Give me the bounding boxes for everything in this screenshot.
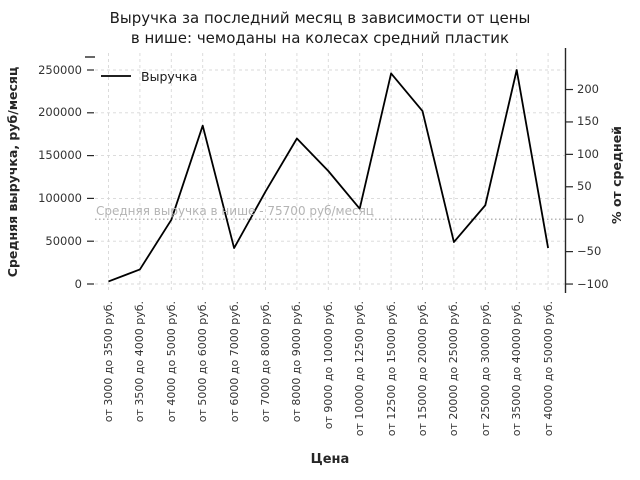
y-tick-label-left: 250000 xyxy=(38,62,82,77)
x-tick-label: от 4000 до 5000 руб. xyxy=(164,301,178,423)
legend-label: Выручка xyxy=(141,68,198,84)
y-tick-label-right: 150 xyxy=(577,114,599,129)
legend-line-sample xyxy=(101,75,131,77)
y-tick-label-left: 150000 xyxy=(38,148,82,163)
x-tick-label: от 8000 до 9000 руб. xyxy=(290,301,304,423)
average-line-annotation: Средняя выручка в нише - 75700 руб/месяц xyxy=(96,204,374,218)
chart-title-line2: в нише: чемоданы на колесах средний плас… xyxy=(130,28,510,47)
y-tick-label-right: 100 xyxy=(577,146,599,161)
y-tick-label-left: 200000 xyxy=(38,105,82,120)
y-tick-label-right: 200 xyxy=(577,82,599,97)
x-tick-label: от 40000 до 50000 руб. xyxy=(541,301,555,437)
y-tick-label-right: 50 xyxy=(577,179,592,194)
x-tick-label: от 3500 до 4000 руб. xyxy=(133,301,147,423)
x-tick-label: от 20000 до 25000 руб. xyxy=(447,301,461,437)
x-tick-label: от 5000 до 6000 руб. xyxy=(196,301,210,423)
chart-title-line1: Выручка за последний месяц в зависимости… xyxy=(109,9,531,27)
y-tick-label-left: 0 xyxy=(74,276,82,291)
x-tick-label: от 9000 до 10000 руб. xyxy=(321,301,335,430)
x-tick-label: от 7000 до 8000 руб. xyxy=(259,301,272,423)
x-tick-label: от 3000 до 3500 руб. xyxy=(102,301,115,423)
x-tick-label: от 6000 до 7000 руб. xyxy=(227,301,241,423)
x-tick-label: от 25000 до 30000 руб. xyxy=(478,301,492,437)
y-tick-label-left: 50000 xyxy=(45,233,82,248)
x-tick-label: от 35000 до 40000 руб. xyxy=(510,301,524,437)
y-axis-label-left: Средняя выручка, руб/месяц xyxy=(5,66,20,278)
x-axis-label: Цена xyxy=(310,452,350,467)
x-tick-label: от 10000 до 12500 руб. xyxy=(353,301,367,437)
chart-title: Выручка за последний месяц в зависимости… xyxy=(0,9,640,48)
y-tick-label-left: 100000 xyxy=(38,190,82,205)
y-tick-label-right: 0 xyxy=(577,211,585,226)
y-tick-label-right: −100 xyxy=(577,276,609,291)
x-tick-label: от 15000 до 20000 руб. xyxy=(416,301,429,437)
x-tick-label: от 12500 до 15000 руб. xyxy=(384,301,398,437)
revenue-line xyxy=(108,69,549,283)
legend: Выручка xyxy=(101,68,197,84)
y-tick-label-right: −50 xyxy=(577,244,602,259)
